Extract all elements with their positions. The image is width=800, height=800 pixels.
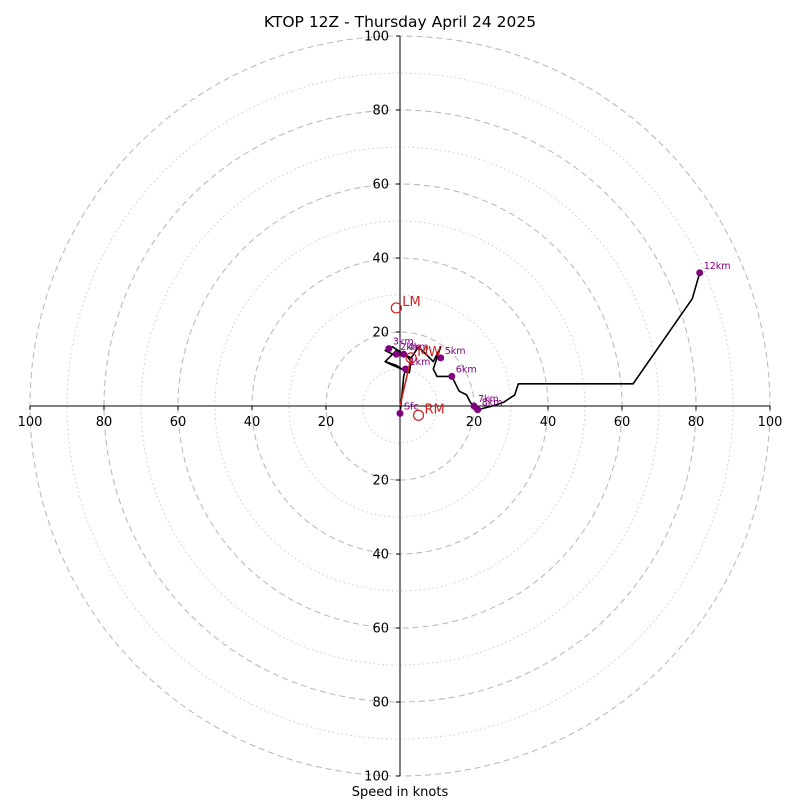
height-marker-label: 6km: [456, 364, 477, 375]
y-tick-label: 20: [372, 474, 389, 489]
y-tick-label: 20: [372, 326, 389, 341]
storm-motion-label: LM: [402, 295, 420, 310]
y-tick-label: 40: [372, 252, 389, 267]
hodograph-series: [384, 272, 701, 414]
y-tick-label: 80: [372, 696, 389, 711]
x-tick-label: 60: [170, 415, 187, 430]
mean-wind-vector: [399, 357, 412, 407]
height-marker-dot: [392, 350, 400, 358]
height-marker-label: 2km: [400, 342, 421, 353]
x-tick-label: 40: [244, 415, 261, 430]
y-tick-label: 80: [372, 104, 389, 119]
y-tick-label: 60: [372, 622, 389, 637]
y-tick-label: 100: [364, 30, 389, 45]
x-tick-label: 40: [540, 415, 557, 430]
storm-motion-label: MW: [417, 345, 441, 360]
height-marker-dot: [385, 345, 393, 353]
height-marker-label: Sfc: [404, 401, 419, 412]
height-marker-dot: [696, 269, 704, 277]
storm-motion-marker: [412, 409, 425, 421]
hodograph-line: [384, 272, 701, 414]
height-marker-dot: [402, 365, 410, 373]
chart-title: KTOP 12Z - Thursday April 24 2025: [264, 13, 536, 31]
height-marker-dot: [474, 406, 482, 414]
x-axis-label: Speed in knots: [352, 785, 449, 800]
height-marker-label: 8km: [482, 398, 503, 409]
height-marker-label: 3km: [393, 337, 414, 348]
height-marker-dot: [437, 354, 445, 362]
height-marker-label: 7km: [478, 394, 499, 405]
height-marker-dot: [448, 372, 456, 380]
height-marker-label: 4km: [408, 342, 429, 353]
storm-motion-marker: [405, 352, 417, 364]
x-tick-label: 100: [18, 415, 43, 430]
x-tick-label: 100: [758, 415, 783, 430]
x-tick-label: 20: [466, 415, 483, 430]
y-tick-label: 40: [372, 548, 389, 563]
height-marker-dot: [396, 409, 404, 417]
tick-labels: 100 80 60 40 20 20 40 60 80 100 100 80 60 40 20 20 40 60 8…: [18, 30, 783, 785]
storm-motion-markers: LM MW RM: [390, 295, 445, 421]
x-tick-label: 80: [688, 415, 705, 430]
x-tick-label: 60: [614, 415, 631, 430]
height-marker-label: 1km: [410, 357, 431, 368]
y-tick-label: 60: [372, 178, 389, 193]
x-tick-label: 20: [318, 415, 335, 430]
storm-motion-marker: [390, 302, 402, 314]
y-tick-label: 100: [364, 770, 389, 785]
x-tick-label: 80: [96, 415, 113, 430]
storm-motion-label: RM: [425, 402, 445, 417]
height-marker-label: 5km: [445, 346, 466, 357]
height-marker-dot: [400, 350, 408, 358]
height-marker-label: 12km: [704, 261, 731, 272]
